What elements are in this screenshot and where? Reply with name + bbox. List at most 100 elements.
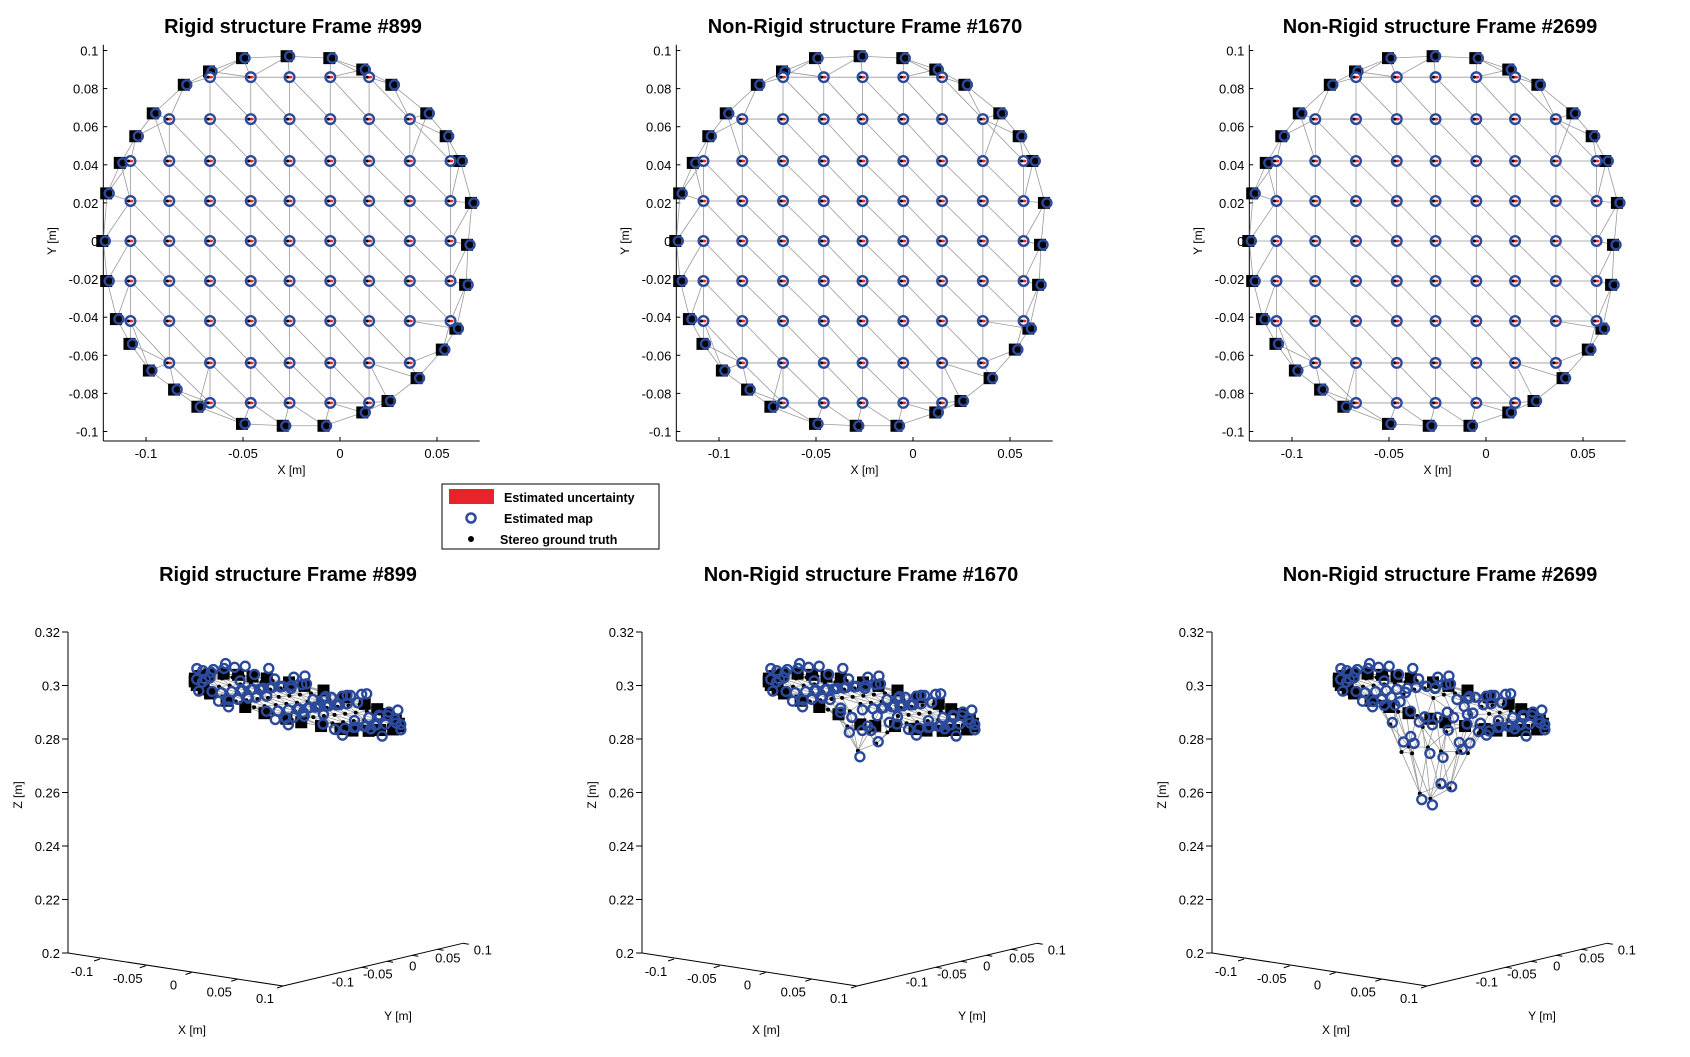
estimated-map-point	[1016, 130, 1028, 142]
mesh-edge	[1355, 118, 1398, 162]
estimated-map-point	[1296, 107, 1308, 120]
estimated-map-point	[132, 130, 145, 142]
mesh-edge	[982, 240, 1024, 282]
mesh-edge	[168, 200, 211, 242]
mesh-edge	[1396, 160, 1436, 202]
ground-truth-point	[247, 117, 251, 121]
mesh-edge	[130, 320, 170, 364]
ground-truth-point	[1432, 75, 1436, 79]
mesh-edge	[841, 697, 861, 705]
estimated-map-point	[242, 692, 255, 704]
mesh-edge	[941, 320, 984, 364]
ground-truth-point	[1511, 117, 1515, 121]
ground-truth-point	[1472, 75, 1476, 79]
ground-truth-point	[1311, 199, 1315, 203]
boundary-point	[741, 383, 754, 396]
ground-truth-point	[206, 401, 210, 405]
boundary-point	[1469, 52, 1482, 65]
ground-truth-point	[1432, 319, 1436, 323]
mesh-edge	[289, 200, 331, 242]
boundary-point	[983, 372, 996, 385]
ground-truth-point	[820, 199, 824, 203]
y-tick-label: 0.04	[73, 158, 98, 173]
x-axis-label: X [m]	[850, 463, 878, 477]
y-tick-label: 0.08	[646, 82, 671, 97]
estimated-map-point	[812, 52, 824, 64]
estimated-map-point	[1335, 662, 1347, 675]
estimated-map-point	[744, 383, 756, 396]
mesh-edge	[862, 240, 904, 282]
ground-truth-point	[779, 199, 783, 203]
y-tick-label: 0.05	[435, 950, 460, 965]
estimated-map-point	[1404, 705, 1417, 717]
estimated-map-point	[1536, 704, 1548, 716]
mesh-edge	[1276, 320, 1297, 371]
mesh-edge	[903, 362, 943, 404]
estimated-map-point	[1278, 130, 1291, 142]
x-axis	[1211, 952, 1428, 987]
mesh-edge	[841, 697, 851, 712]
x-tick	[1375, 978, 1382, 982]
mesh-edge	[250, 280, 290, 322]
estimated-map-point	[248, 668, 261, 681]
estimated-map-point	[464, 239, 476, 251]
boundary-point	[1259, 156, 1272, 169]
mesh-edge	[1314, 362, 1357, 404]
x-axis-label: X [m]	[752, 1023, 780, 1037]
mesh-edge	[465, 244, 469, 285]
estimated-map-point	[1392, 668, 1405, 681]
estimated-map-point	[899, 52, 911, 64]
y-tick-label: 0	[1553, 958, 1560, 973]
estimated-map-point	[384, 395, 397, 407]
mesh-edge	[1314, 200, 1357, 242]
estimated-map-point	[1426, 420, 1438, 432]
ground-truth-point	[1432, 199, 1436, 203]
mesh-edge	[130, 280, 170, 322]
mesh-edge	[1032, 160, 1046, 204]
ground-truth-point	[1020, 199, 1024, 203]
estimated-map-point	[1341, 665, 1353, 677]
estimated-map-point	[1340, 401, 1353, 413]
estimated-map-point	[1447, 711, 1460, 724]
mesh-edge	[903, 200, 943, 242]
ground-truth-point	[850, 694, 855, 699]
y-tick-label: -0.1	[1476, 974, 1498, 989]
x-tick-label: -0.05	[687, 971, 717, 986]
estimated-map-point	[1442, 724, 1454, 736]
mesh-edge	[823, 76, 863, 120]
boundary-point	[1463, 419, 1476, 432]
boundary-point	[1323, 78, 1336, 91]
boundary-point	[113, 156, 126, 169]
ground-truth-point	[165, 279, 169, 283]
y-tick-label: -0.06	[69, 348, 99, 363]
estimated-map-point	[932, 720, 945, 733]
ground-truth-point	[1552, 199, 1556, 203]
estimated-map-point	[1472, 52, 1485, 64]
x-tick-label: 0	[170, 978, 177, 993]
estimated-map-point	[786, 695, 799, 707]
boundary-point	[764, 400, 777, 413]
mesh-edge	[1416, 715, 1429, 748]
ground-truth-point	[1476, 731, 1481, 736]
estimated-map-point	[856, 704, 869, 716]
ground-truth-point	[979, 279, 983, 283]
mesh-edge	[1396, 76, 1436, 120]
ground-truth-point	[820, 159, 824, 163]
x-tick-label: 0.05	[424, 446, 449, 461]
estimated-map-point	[854, 751, 866, 763]
mesh-edge	[1476, 200, 1516, 242]
y-tick-label: 0.1	[80, 44, 98, 59]
mesh-edge	[289, 695, 308, 702]
x-tick-label: -0.05	[228, 446, 258, 461]
mesh-edge	[1613, 202, 1619, 245]
mesh-edge	[1555, 160, 1597, 202]
ground-truth-point	[353, 710, 358, 715]
mesh-edge	[862, 320, 904, 364]
boundary-point	[146, 107, 159, 120]
estimated-map-point	[212, 695, 225, 707]
mesh-edge	[862, 118, 904, 162]
ground-truth-point	[840, 695, 845, 700]
ground-truth-point	[738, 199, 742, 203]
ground-truth-point	[861, 693, 866, 698]
ground-truth-point	[326, 199, 330, 203]
